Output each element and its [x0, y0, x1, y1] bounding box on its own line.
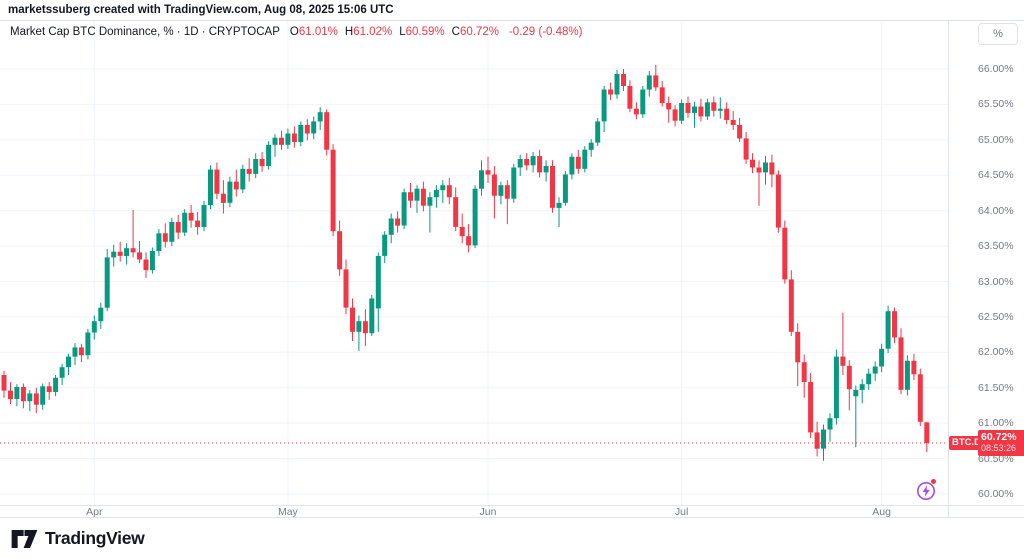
price-tick-label: 61.00% [978, 417, 1014, 430]
attribution-text: marketssuberg created with TradingView.c… [8, 4, 394, 16]
tradingview-logo[interactable]: TradingView [11, 528, 145, 549]
time-axis[interactable]: Apr May Jun Jul Aug [0, 505, 948, 518]
badge-price: 60.72% [981, 430, 1017, 443]
legend-ohlc-values: O61.01% H61.02% L60.59% C60.72% [290, 26, 506, 38]
tradingview-wordmark: TradingView [45, 528, 145, 548]
time-axis-divider [0, 505, 1024, 506]
flash-button[interactable] [916, 479, 937, 501]
bottom-divider [0, 517, 1024, 518]
legend-change: -0.29 (-0.48%) [508, 26, 583, 38]
notification-dot [931, 479, 936, 484]
price-tick-label: 63.00% [978, 275, 1014, 288]
tradingview-mark-icon [11, 529, 38, 548]
price-tick-label: 61.50% [978, 381, 1014, 394]
price-tick-label: 64.50% [978, 169, 1014, 182]
price-tick-label: 65.00% [978, 133, 1014, 146]
chart-canvas[interactable] [0, 20, 1024, 505]
price-tick-label: 60.00% [978, 488, 1014, 500]
lightning-icon [917, 482, 935, 500]
symbol-price-label: BTC.D [949, 435, 985, 450]
price-tick-label: 66.00% [978, 63, 1014, 75]
price-axis-badge: 60.72% 08:53:26 [978, 429, 1024, 456]
price-axis-divider [948, 20, 949, 517]
price-tick-label: 62.50% [978, 310, 1014, 323]
price-tick-label: 62.00% [978, 346, 1014, 359]
time-tick-label: Aug [872, 506, 891, 518]
candlestick-plot [0, 20, 948, 505]
time-tick-label: Jun [479, 506, 497, 518]
price-tick-label: 65.50% [978, 98, 1014, 111]
time-tick-label: Jul [674, 506, 689, 518]
price-tick-label: 64.00% [978, 204, 1014, 217]
legend-ohlc-item: L60.59% [399, 26, 445, 38]
legend: Market Cap BTC Dominance, % · 1D · CRYPT… [10, 26, 582, 38]
time-tick-label: Apr [86, 506, 103, 518]
top-divider [0, 20, 1024, 21]
price-tick-label: 63.50% [978, 240, 1014, 253]
legend-ohlc-item: C60.72% [451, 26, 499, 38]
time-tick-label: May [277, 506, 298, 518]
legend-ohlc-item: O61.01% [289, 26, 338, 38]
legend-ohlc-item: H61.02% [344, 26, 393, 38]
percent-unit-button[interactable]: % [978, 23, 1018, 45]
price-axis[interactable]: 66.00% 65.50% 65.00% 64.50% 64.00% 63.50% 63.0… [948, 20, 1024, 505]
badge-countdown: 08:53:26 [981, 442, 1017, 453]
legend-title[interactable]: Market Cap BTC Dominance, % · 1D · CRYPT… [10, 26, 280, 38]
